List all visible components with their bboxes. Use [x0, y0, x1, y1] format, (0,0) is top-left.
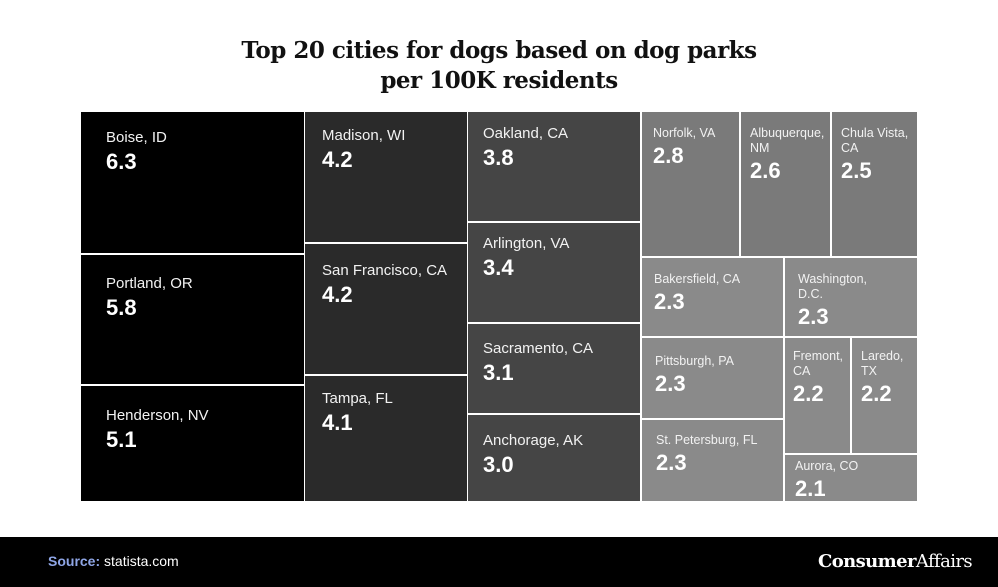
treemap-value-label: 2.3	[798, 304, 829, 329]
treemap-value-label: 4.2	[322, 147, 353, 172]
treemap-cell: Portland, OR 5.8	[80, 254, 305, 385]
treemap-value-label: 2.2	[861, 381, 892, 406]
treemap-cell: San Francisco, CA 4.2	[304, 243, 468, 375]
treemap-value-label: 4.1	[322, 410, 353, 435]
treemap-city-label: Aurora, CO	[795, 459, 859, 473]
chart-title: Top 20 cities for dogs based on dog park…	[0, 36, 998, 96]
treemap-value-label: 3.0	[483, 452, 514, 477]
chart-title-line-1: Top 20 cities for dogs based on dog park…	[241, 37, 757, 64]
treemap-value-label: 2.5	[841, 158, 872, 183]
brand-logo-part-1: Consumer	[818, 551, 916, 572]
treemap-cell: Chula Vista, CA 2.5	[831, 111, 918, 257]
treemap-city-label: Norfolk, VA	[653, 126, 716, 140]
treemap-cell: Tampa, FL 4.1	[304, 375, 468, 502]
treemap-value-label: 5.8	[106, 295, 137, 320]
treemap-cell: Anchorage, AK 3.0	[467, 414, 641, 502]
treemap-city-label: Pittsburgh, PA	[655, 354, 734, 368]
treemap-cell: Aurora, CO 2.1	[784, 454, 918, 502]
treemap-value-label: 2.8	[653, 143, 684, 168]
source-note: Source: statista.com	[48, 553, 179, 569]
treemap-cell: Laredo, TX 2.2	[851, 337, 918, 454]
treemap-value-label: 2.3	[656, 450, 687, 475]
treemap-city-label: Albuquerque, NM	[750, 126, 825, 155]
chart-title-line-2: per 100K residents	[380, 67, 618, 94]
treemap-value-label: 5.1	[106, 427, 137, 452]
treemap-cell: Boise, ID 6.3	[80, 111, 305, 254]
source-label: Source:	[48, 553, 101, 569]
treemap-value-label: 2.1	[795, 476, 826, 501]
treemap-city-label: Madison, WI	[322, 127, 406, 144]
treemap-value-label: 2.2	[793, 381, 824, 406]
treemap-cell: Fremont, CA 2.2	[784, 337, 851, 454]
treemap-cell: Pittsburgh, PA 2.3	[641, 337, 784, 419]
footer-bar: Source: statista.com ConsumerAffairs	[0, 537, 998, 587]
treemap-city-label: San Francisco, CA	[322, 262, 448, 279]
treemap-value-label: 2.6	[750, 158, 781, 183]
treemap-city-label: Laredo, TX	[861, 349, 904, 378]
treemap-cell: Henderson, NV 5.1	[80, 385, 305, 502]
treemap-cell: St. Petersburg, FL 2.3	[641, 419, 784, 502]
treemap-value-label: 2.3	[654, 289, 685, 314]
treemap-city-label: Boise, ID	[106, 129, 167, 146]
brand-logo-part-2: Affairs	[915, 551, 973, 572]
treemap-cell: Bakersfield, CA 2.3	[641, 257, 784, 337]
treemap-city-label: Anchorage, AK	[483, 432, 584, 449]
treemap-city-label: Fremont, CA	[793, 349, 844, 378]
treemap-value-label: 3.1	[483, 360, 514, 385]
treemap-cell: Albuquerque, NM 2.6	[740, 111, 831, 257]
treemap-city-label: Oakland, CA	[483, 125, 569, 142]
treemap-city-label: Portland, OR	[106, 275, 193, 292]
treemap-value-label: 3.4	[483, 255, 514, 280]
treemap-city-label: Washington, D.C.	[798, 272, 868, 301]
treemap-city-label: Arlington, VA	[483, 235, 570, 252]
source-text: statista.com	[104, 553, 179, 569]
treemap-city-label: St. Petersburg, FL	[656, 433, 758, 447]
treemap-cell: Norfolk, VA 2.8	[641, 111, 740, 257]
treemap-city-label: Sacramento, CA	[483, 340, 594, 357]
treemap-cell: Oakland, CA 3.8	[467, 111, 641, 222]
treemap-city-label: Bakersfield, CA	[654, 272, 741, 286]
treemap-city-label: Henderson, NV	[106, 407, 209, 424]
treemap-value-label: 2.3	[655, 371, 686, 396]
treemap-cell: Arlington, VA 3.4	[467, 222, 641, 323]
treemap-cell: Madison, WI 4.2	[304, 111, 468, 243]
treemap-city-label: Chula Vista, CA	[841, 126, 909, 155]
treemap-value-label: 4.2	[322, 282, 353, 307]
treemap-city-label: Tampa, FL	[322, 390, 393, 407]
treemap-cell: Sacramento, CA 3.1	[467, 323, 641, 414]
brand-logo: ConsumerAffairs	[818, 551, 973, 572]
treemap-value-label: 6.3	[106, 149, 137, 174]
treemap-value-label: 3.8	[483, 145, 514, 170]
treemap-cell: Washington, D.C. 2.3	[784, 257, 918, 337]
